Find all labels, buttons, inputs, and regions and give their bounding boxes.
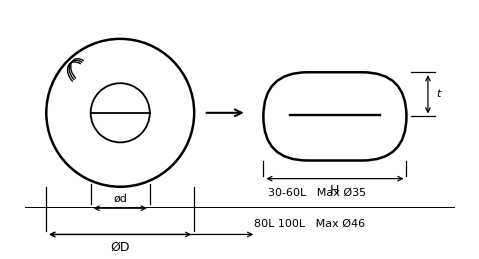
Text: H: H (330, 184, 340, 197)
Text: t: t (436, 89, 441, 99)
Text: ØD: ØD (111, 241, 130, 254)
Text: 80L 100L   Max Ø46: 80L 100L Max Ø46 (254, 219, 365, 229)
Text: ød: ød (114, 193, 127, 203)
Text: 30-60L   Max Ø35: 30-60L Max Ø35 (268, 188, 366, 197)
